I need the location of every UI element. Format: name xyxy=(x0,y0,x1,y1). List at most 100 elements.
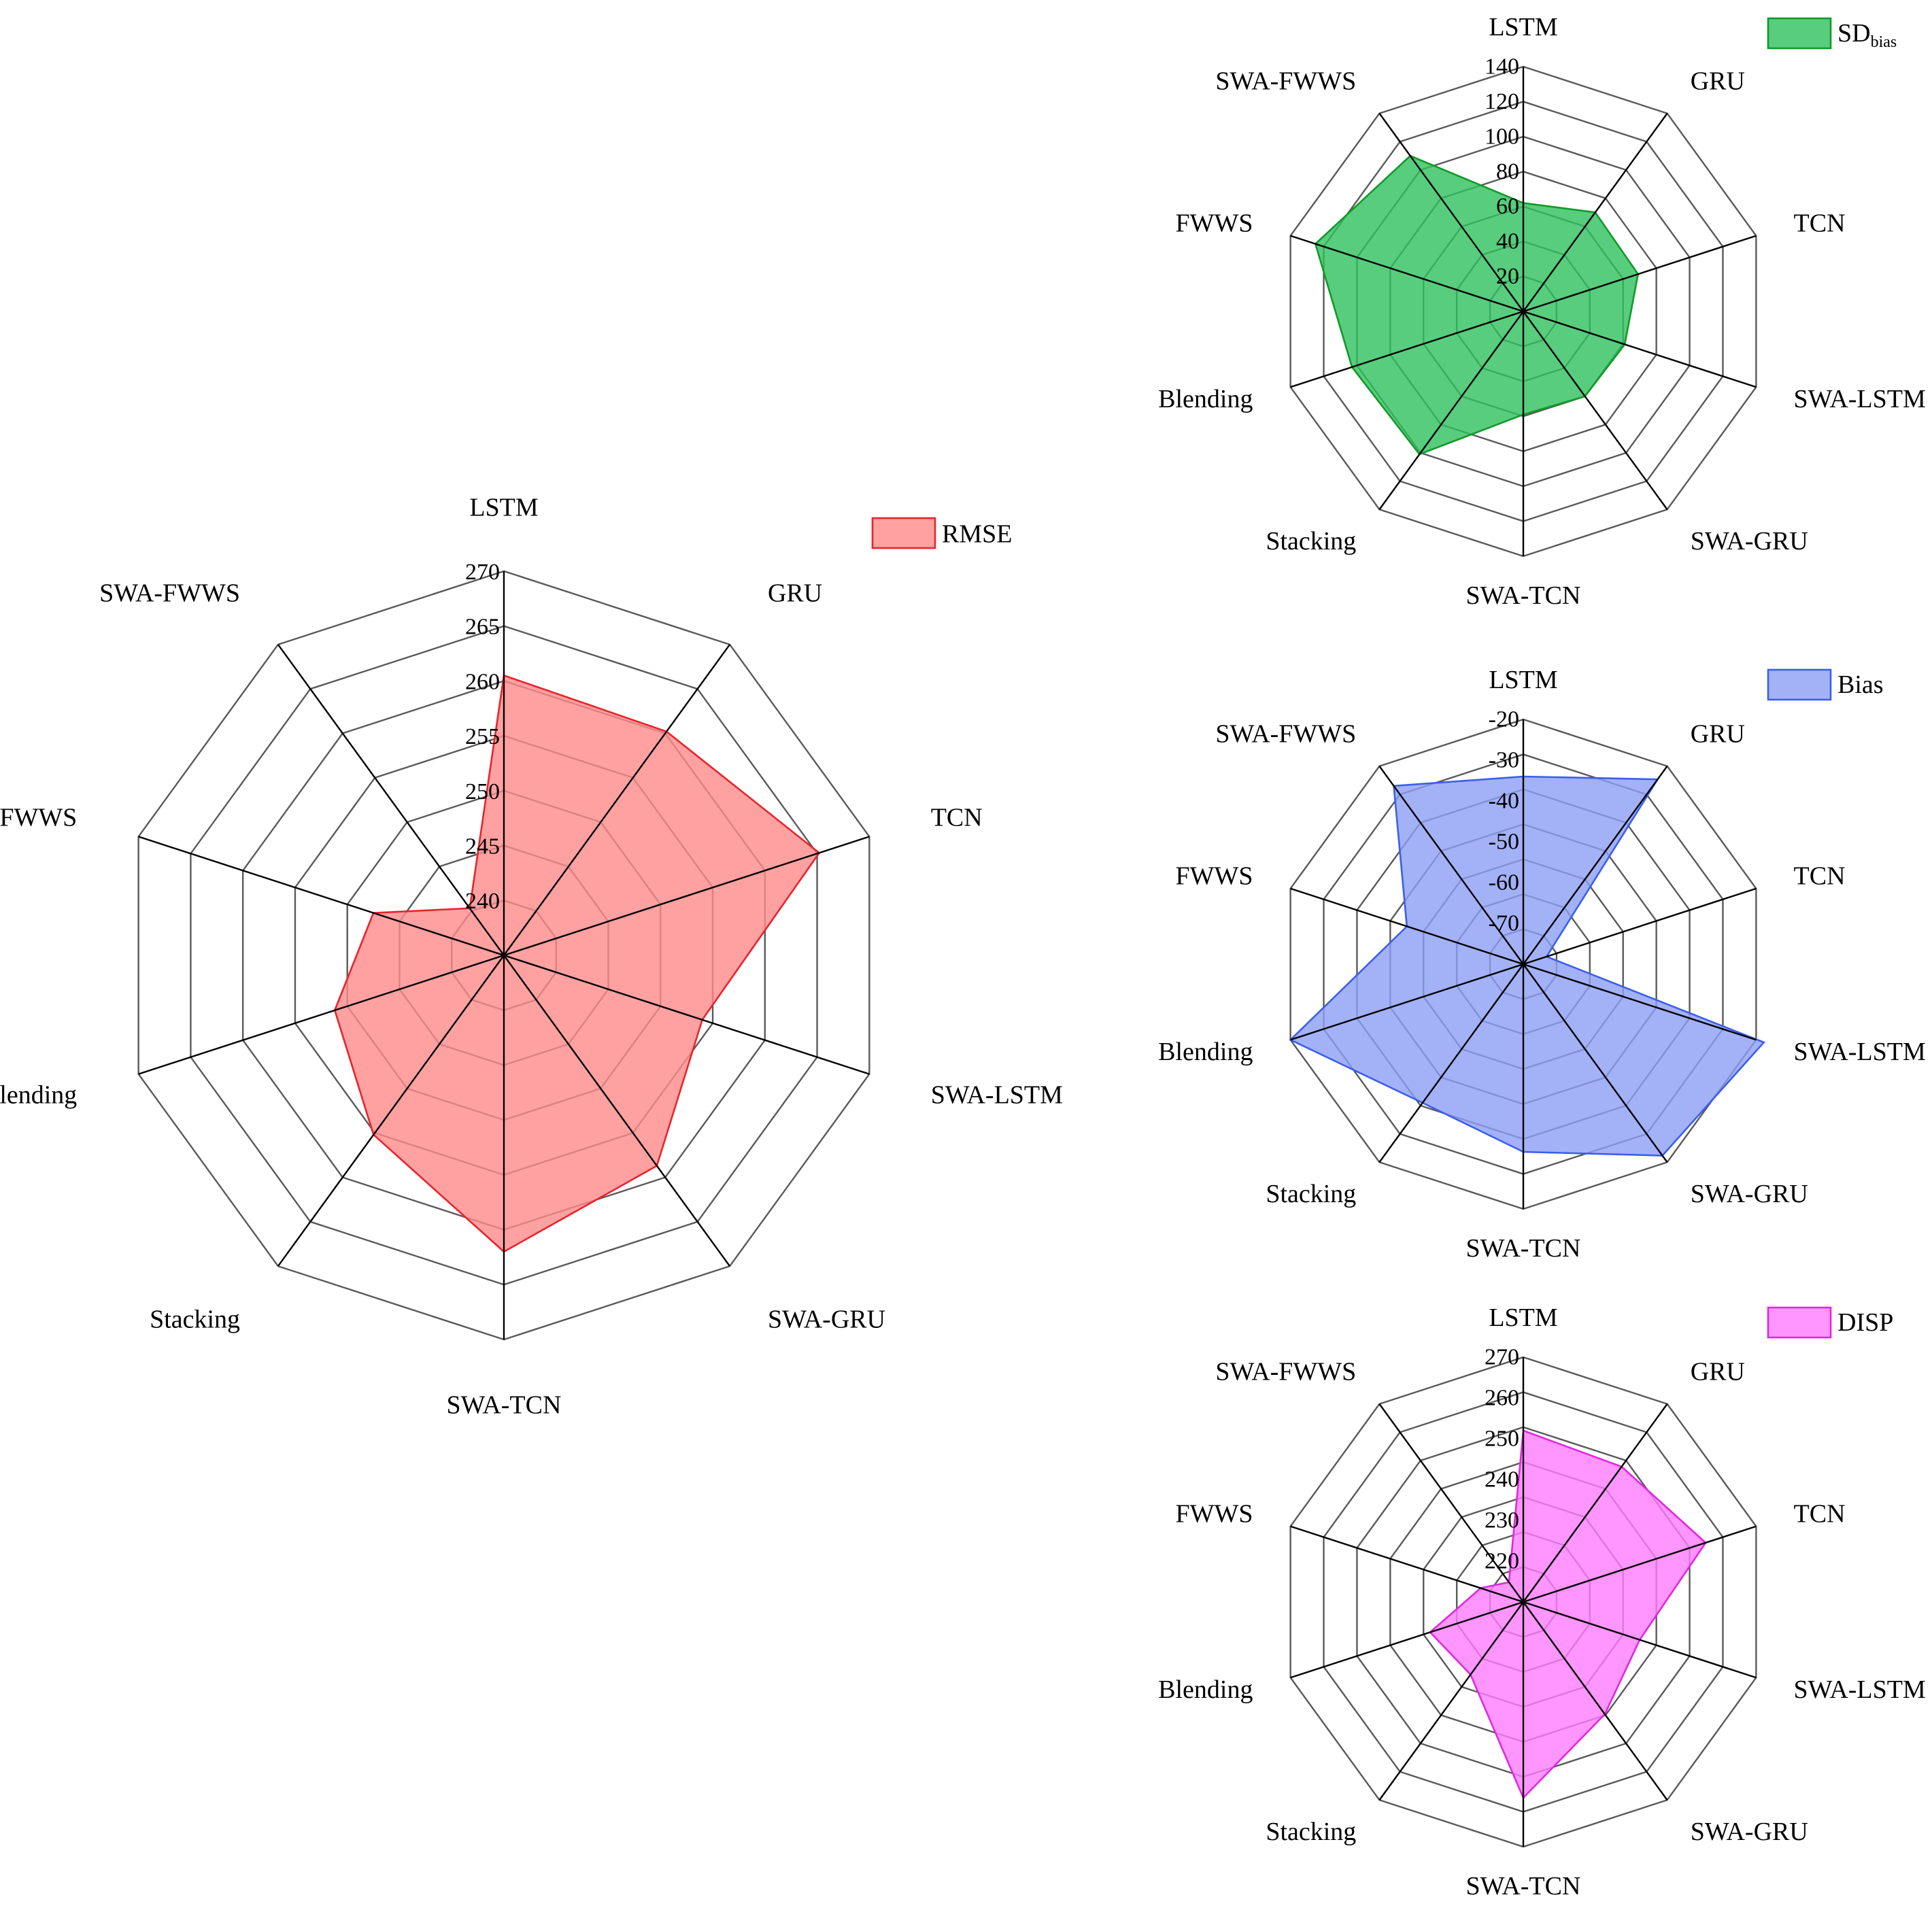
legend: SDbias xyxy=(1767,17,1897,51)
category-label-swa-gru: SWA-GRU xyxy=(768,1305,885,1333)
category-label-blending: Blending xyxy=(1158,385,1253,413)
tick-label: 240 xyxy=(465,889,500,914)
category-label-tcn: TCN xyxy=(931,803,983,832)
axis-spoke xyxy=(1523,1525,1757,1603)
axis-spoke xyxy=(1523,311,1668,510)
axis-spoke xyxy=(138,836,505,957)
axis-spoke xyxy=(503,644,731,956)
tick-label: 265 xyxy=(465,615,500,640)
category-label-swa-tcn: SWA-TCN xyxy=(1466,1872,1581,1900)
axis-spoke xyxy=(138,954,505,1075)
axis-spoke xyxy=(1523,310,1757,388)
category-label-fwws: FWWS xyxy=(1175,1500,1253,1529)
category-label-swa-gru: SWA-GRU xyxy=(1691,527,1808,556)
axis-spoke xyxy=(1378,1403,1524,1603)
tick-label: -30 xyxy=(1489,748,1519,773)
category-label-swa-lstm: SWA-LSTM xyxy=(1794,1675,1926,1704)
category-label-stacking: Stacking xyxy=(1266,527,1356,556)
legend-swatch xyxy=(871,517,936,549)
tick-label: 240 xyxy=(1485,1467,1519,1493)
axis-spoke xyxy=(1523,963,1668,1163)
category-label-swa-fwws: SWA-FWWS xyxy=(1215,1358,1356,1386)
tick-label: 255 xyxy=(465,724,500,749)
tick-label: 80 xyxy=(1496,159,1519,184)
axis-spoke xyxy=(1290,963,1524,1041)
tick-label: 40 xyxy=(1496,229,1519,254)
axis-spoke xyxy=(503,954,870,1075)
legend-swatch xyxy=(1767,17,1832,50)
tick-label: 220 xyxy=(1485,1549,1519,1574)
category-label-lstm: LSTM xyxy=(469,493,538,522)
tick-label: 100 xyxy=(1485,124,1519,149)
legend: RMSE xyxy=(871,517,1012,549)
category-label-gru: GRU xyxy=(1691,1358,1745,1386)
axis-spoke xyxy=(1290,235,1524,313)
category-label-stacking: Stacking xyxy=(1266,1180,1356,1208)
category-label-tcn: TCN xyxy=(1794,1500,1846,1529)
category-label-swa-gru: SWA-GRU xyxy=(1691,1180,1808,1208)
category-label-lstm: LSTM xyxy=(1489,13,1557,41)
category-label-gru: GRU xyxy=(1691,67,1745,96)
radar-chart-3: -70 -60 -50 -40 -30 -20 LSTM GRU TCN SWA-LSTM SWA-… xyxy=(1158,666,1926,1263)
axis-spoke xyxy=(503,955,731,1267)
axis-spoke xyxy=(1378,113,1524,312)
tick-label: 260 xyxy=(465,669,500,694)
legend: Bias xyxy=(1767,668,1884,701)
category-label-swa-lstm: SWA-LSTM xyxy=(1794,385,1926,413)
tick-label: -40 xyxy=(1489,789,1519,814)
category-label-fwws: FWWS xyxy=(0,803,77,832)
tick-label: 270 xyxy=(465,560,500,585)
axis-spoke xyxy=(1523,235,1757,313)
radar-chart-2: 20 40 60 80 100 120 140 LSTM GRU TCN SWA-LSTM SWA-G… xyxy=(1158,13,1926,610)
category-label-fwws: FWWS xyxy=(1175,862,1253,891)
category-label-swa-gru: SWA-GRU xyxy=(1691,1818,1808,1846)
category-label-blending: Blending xyxy=(1158,1038,1253,1066)
tick-label: 60 xyxy=(1496,194,1519,219)
category-label-blending: Blending xyxy=(0,1080,77,1109)
series-area-rmse xyxy=(333,674,821,1253)
axis-spoke xyxy=(1523,766,1668,965)
axis-spoke xyxy=(1378,1601,1524,1801)
legend-label-subscript: bias xyxy=(1871,33,1897,51)
legend: DISP xyxy=(1767,1306,1893,1339)
category-label-tcn: TCN xyxy=(1794,862,1846,891)
tick-label: -50 xyxy=(1489,830,1519,855)
category-label-blending: Blending xyxy=(1158,1675,1253,1704)
axis-spoke xyxy=(1523,113,1668,312)
tick-label: -60 xyxy=(1489,870,1519,896)
tick-label: 260 xyxy=(1485,1386,1519,1411)
axis-spoke xyxy=(1290,887,1524,966)
legend-swatch xyxy=(1767,1306,1832,1339)
category-label-tcn: TCN xyxy=(1794,209,1846,238)
category-label-swa-tcn: SWA-TCN xyxy=(1466,581,1581,610)
category-label-swa-tcn: SWA-TCN xyxy=(1466,1234,1581,1263)
tick-label: 20 xyxy=(1496,264,1519,289)
category-label-stacking: Stacking xyxy=(150,1305,240,1333)
radar-chart-4: 220 230 240 250 260 270 LSTM GRU TCN SWA-LSTM SWA-… xyxy=(1158,1303,1926,1900)
radar-chart-1: 240 245 250 255 260 265 270 LSTM GRU TCN SWA-LSTM S… xyxy=(0,493,1063,1419)
tick-label: 230 xyxy=(1485,1508,1519,1533)
axis-spoke xyxy=(1290,310,1524,388)
category-label-swa-lstm: SWA-LSTM xyxy=(931,1080,1063,1109)
tick-label: 250 xyxy=(1485,1427,1519,1452)
axis-spoke xyxy=(1523,887,1757,966)
axis-spoke xyxy=(277,644,505,956)
series-area-sd xyxy=(1314,154,1640,456)
category-label-gru: GRU xyxy=(768,579,822,607)
axis-spoke xyxy=(1523,1601,1668,1801)
category-label-swa-tcn: SWA-TCN xyxy=(447,1391,562,1419)
tick-label: 120 xyxy=(1485,89,1519,114)
category-label-lstm: LSTM xyxy=(1489,1303,1557,1332)
legend-label: SDbias xyxy=(1837,19,1897,51)
category-label-stacking: Stacking xyxy=(1266,1818,1356,1846)
legend-label: Bias xyxy=(1837,670,1884,699)
tick-label: 140 xyxy=(1485,54,1519,80)
category-label-lstm: LSTM xyxy=(1489,666,1557,694)
category-label-swa-lstm: SWA-LSTM xyxy=(1794,1038,1926,1066)
tick-label: -70 xyxy=(1489,911,1519,936)
axis-spoke xyxy=(1290,1525,1524,1603)
tick-label: 270 xyxy=(1485,1345,1519,1370)
tick-label: 245 xyxy=(465,834,500,859)
axis-spoke xyxy=(1523,1403,1668,1603)
